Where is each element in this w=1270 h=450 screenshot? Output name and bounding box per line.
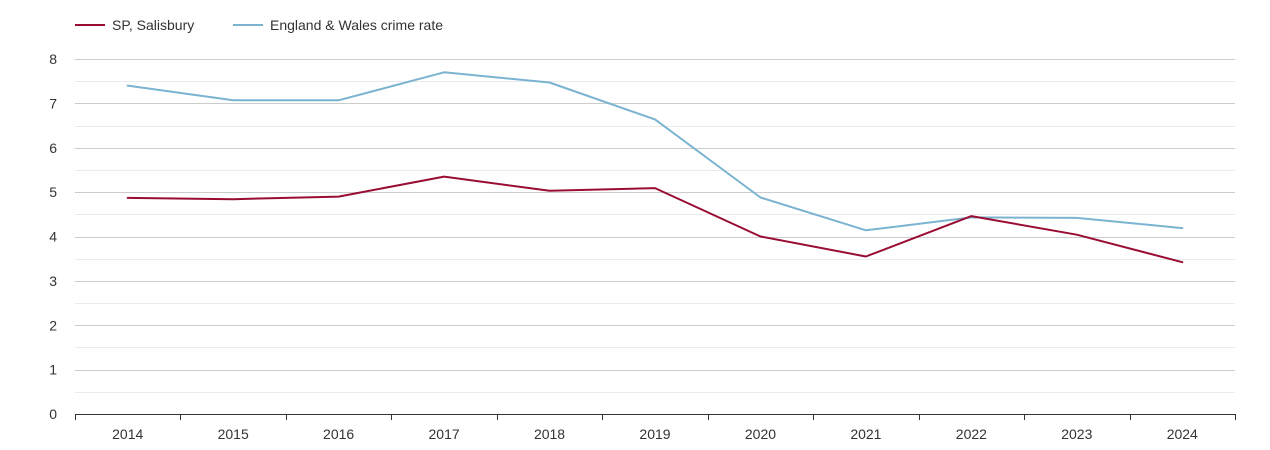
x-tick-label: 2022 (956, 426, 987, 442)
legend-item-england-wales[interactable]: England & Wales crime rate (233, 17, 443, 33)
series-lines (126, 71, 1184, 264)
x-axis: 2014 2015 2016 2017 2018 2019 2020 2021 2022 2023… (75, 414, 1236, 442)
y-tick-label: 7 (49, 95, 57, 111)
y-tick-label: 2 (49, 317, 57, 333)
y-tick-label: 4 (49, 229, 57, 245)
series-line-england-wales[interactable] (126, 71, 1184, 232)
x-tick-label: 2018 (534, 426, 565, 442)
y-axis: 0 1 2 3 4 5 6 7 8 (49, 51, 57, 422)
legend: SP, Salisbury England & Wales crime rate (75, 17, 443, 33)
y-tick-label: 5 (49, 184, 57, 200)
x-tick-label: 2014 (112, 426, 143, 442)
legend-label-salisbury: SP, Salisbury (112, 17, 194, 33)
x-tick-label: 2021 (850, 426, 881, 442)
y-tick-label: 3 (49, 273, 57, 289)
legend-label-england-wales: England & Wales crime rate (270, 17, 443, 33)
y-tick-label: 8 (49, 51, 57, 67)
x-tick-label: 2024 (1167, 426, 1198, 442)
x-tick-label: 2019 (639, 426, 670, 442)
series-line-salisbury[interactable] (126, 175, 1184, 264)
legend-item-salisbury[interactable]: SP, Salisbury (75, 17, 194, 33)
x-tick-label: 2016 (323, 426, 354, 442)
y-tick-label: 1 (49, 362, 57, 378)
x-tick-label: 2015 (218, 426, 249, 442)
y-tick-label: 0 (49, 406, 57, 422)
gridlines (75, 59, 1235, 393)
x-tick-label: 2023 (1061, 426, 1092, 442)
x-tick-label: 2017 (429, 426, 460, 442)
y-tick-label: 6 (49, 140, 57, 156)
x-tick-label: 2020 (745, 426, 776, 442)
